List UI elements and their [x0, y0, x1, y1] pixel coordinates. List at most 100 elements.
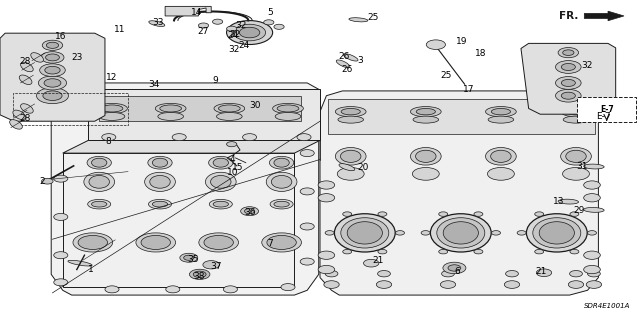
Circle shape — [193, 271, 206, 278]
Ellipse shape — [271, 175, 292, 188]
Circle shape — [324, 281, 339, 288]
Circle shape — [102, 134, 116, 141]
Circle shape — [561, 92, 575, 99]
Circle shape — [492, 231, 500, 235]
Circle shape — [300, 150, 314, 157]
Ellipse shape — [158, 113, 184, 121]
Circle shape — [241, 207, 259, 216]
Circle shape — [180, 253, 198, 262]
Circle shape — [558, 48, 579, 58]
Ellipse shape — [99, 113, 125, 121]
Text: 18: 18 — [475, 49, 486, 58]
Text: 9: 9 — [212, 76, 218, 85]
Circle shape — [223, 286, 237, 293]
Text: SDR4E1001A: SDR4E1001A — [584, 303, 630, 309]
Text: 16: 16 — [55, 32, 67, 41]
Ellipse shape — [239, 27, 260, 38]
Circle shape — [556, 77, 581, 89]
Ellipse shape — [413, 116, 438, 123]
Text: E-7: E-7 — [596, 112, 611, 121]
Circle shape — [535, 249, 544, 254]
Ellipse shape — [101, 105, 123, 112]
Ellipse shape — [561, 147, 591, 165]
Circle shape — [105, 286, 119, 293]
Circle shape — [297, 134, 311, 141]
Circle shape — [556, 61, 581, 73]
Circle shape — [536, 269, 552, 277]
Circle shape — [439, 212, 448, 216]
Circle shape — [274, 24, 284, 29]
Text: 38: 38 — [193, 272, 205, 281]
Circle shape — [172, 134, 186, 141]
Polygon shape — [99, 96, 301, 121]
Circle shape — [166, 286, 180, 293]
Circle shape — [364, 259, 379, 267]
Ellipse shape — [270, 199, 293, 209]
Ellipse shape — [78, 235, 108, 249]
Ellipse shape — [563, 167, 589, 180]
Polygon shape — [328, 99, 595, 134]
Ellipse shape — [336, 60, 350, 68]
Ellipse shape — [335, 107, 366, 117]
Circle shape — [570, 212, 579, 216]
Circle shape — [38, 76, 67, 90]
Ellipse shape — [274, 158, 289, 167]
Text: FR.: FR. — [559, 11, 579, 21]
Circle shape — [198, 23, 209, 28]
Circle shape — [44, 79, 61, 87]
Ellipse shape — [20, 104, 33, 113]
Circle shape — [506, 271, 518, 277]
Ellipse shape — [558, 199, 579, 204]
Ellipse shape — [486, 147, 516, 165]
Ellipse shape — [88, 199, 111, 209]
Circle shape — [378, 249, 387, 254]
Ellipse shape — [156, 103, 186, 114]
Text: 15: 15 — [232, 163, 243, 172]
Circle shape — [588, 271, 600, 277]
Ellipse shape — [227, 21, 273, 44]
Text: 8: 8 — [105, 137, 111, 146]
Circle shape — [556, 89, 581, 102]
Polygon shape — [88, 89, 320, 140]
Text: 12: 12 — [106, 73, 118, 82]
Circle shape — [36, 88, 68, 104]
Ellipse shape — [566, 108, 586, 115]
Ellipse shape — [443, 222, 479, 244]
Circle shape — [443, 262, 466, 274]
Ellipse shape — [19, 75, 32, 85]
Text: 24: 24 — [228, 31, 239, 40]
Ellipse shape — [145, 172, 175, 191]
Ellipse shape — [13, 110, 26, 120]
Ellipse shape — [218, 105, 240, 112]
Text: 27: 27 — [197, 27, 209, 36]
Circle shape — [244, 209, 255, 214]
Circle shape — [54, 279, 68, 286]
Ellipse shape — [349, 18, 368, 22]
Ellipse shape — [213, 158, 228, 167]
Ellipse shape — [87, 156, 111, 169]
Circle shape — [41, 52, 64, 63]
Circle shape — [421, 231, 430, 235]
Circle shape — [474, 212, 483, 216]
Ellipse shape — [205, 172, 236, 191]
Text: 21: 21 — [535, 267, 547, 276]
Polygon shape — [0, 33, 105, 121]
Ellipse shape — [340, 218, 388, 248]
Ellipse shape — [84, 172, 115, 191]
Ellipse shape — [152, 201, 168, 207]
Ellipse shape — [152, 158, 168, 167]
Ellipse shape — [211, 175, 231, 188]
Ellipse shape — [148, 21, 165, 26]
Circle shape — [318, 194, 335, 202]
Circle shape — [264, 20, 274, 25]
Circle shape — [588, 231, 596, 235]
Ellipse shape — [266, 172, 297, 191]
Text: 32: 32 — [581, 61, 593, 70]
Circle shape — [568, 281, 584, 288]
Circle shape — [343, 249, 352, 254]
Circle shape — [376, 281, 392, 288]
Ellipse shape — [275, 113, 301, 121]
Circle shape — [584, 265, 600, 274]
Ellipse shape — [213, 201, 228, 207]
Ellipse shape — [273, 103, 303, 114]
